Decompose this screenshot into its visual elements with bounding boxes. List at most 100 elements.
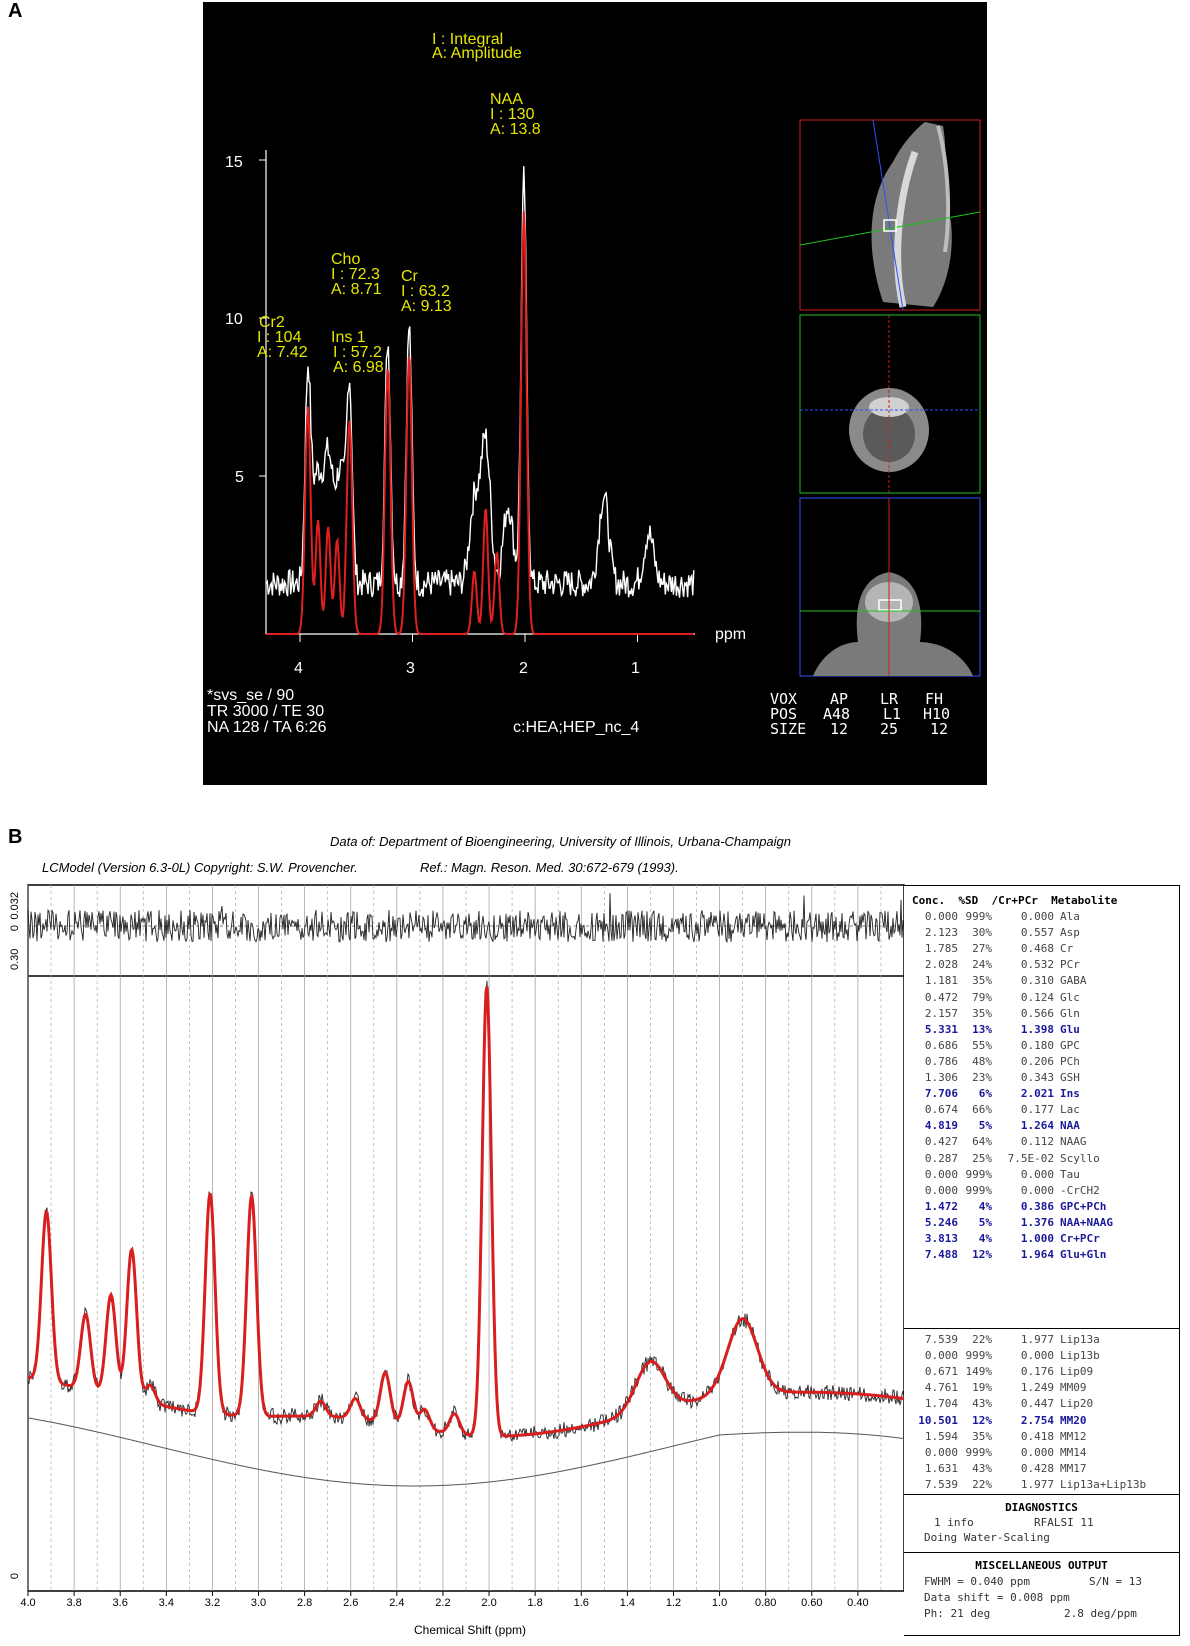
lipid-conc: 10.501 xyxy=(918,1413,958,1427)
x-tick-label: 1.2 xyxy=(666,1597,681,1609)
metabolite-ratio: 1.376 xyxy=(1020,1215,1054,1229)
x-tick-label: 1.0 xyxy=(712,1597,727,1609)
peak-integral-ins1: I : 57.2 xyxy=(333,344,382,361)
metabolite-sd: 23% xyxy=(972,1071,992,1084)
metabolite-ratio: 1.398 xyxy=(1020,1022,1054,1036)
metabolite-name: Lac xyxy=(1060,1103,1080,1117)
metabolite-sd: 13% xyxy=(972,1022,992,1036)
metabolite-conc: 0.427 xyxy=(924,1135,958,1149)
metabolite-name: NAAG xyxy=(1060,1135,1087,1149)
lipid-row: 4.761 19% 1.249 MM09 xyxy=(912,1381,1176,1397)
metabolite-name: Glc xyxy=(1060,990,1080,1004)
metabolite-row: 2.028 24% 0.532 PCr xyxy=(912,958,1176,974)
metabolite-row: 0.000 999% 0.000 Ala xyxy=(912,910,1176,926)
vox-size-label: SIZE xyxy=(770,720,806,738)
lipid-sd: 999% xyxy=(965,1349,993,1363)
misc-phase: Ph: 21 deg xyxy=(924,1607,991,1620)
metabolite-sd: 64% xyxy=(972,1135,992,1149)
lipid-sd: 149% xyxy=(965,1365,993,1379)
metabolite-name: Glu xyxy=(1060,1022,1080,1036)
panel-a-spectrum-plot: I : Integral A: Amplitude 15 10 5 4 3 2 … xyxy=(207,31,981,738)
metabolite-sd: 5% xyxy=(978,1215,992,1229)
metabolite-sd: 999% xyxy=(965,1183,993,1197)
panel-a-x-tick-3: 3 xyxy=(406,660,415,677)
metabolite-sd: 48% xyxy=(972,1054,992,1068)
metabolite-conc: 0.674 xyxy=(924,1103,958,1117)
peak-label-ins1: Ins 1 xyxy=(331,329,366,346)
metabolite-ratio: 0.343 xyxy=(1020,1071,1054,1084)
metabolite-name: -CrCH2 xyxy=(1060,1183,1100,1197)
metabolite-row: 0.686 55% 0.180 GPC xyxy=(912,1039,1176,1055)
metabolite-name: Ala xyxy=(1060,910,1080,923)
peak-label-cr: Cr xyxy=(401,268,419,285)
peak-label-naa: NAA xyxy=(490,91,523,108)
misc-sn: S/N = 13 xyxy=(1089,1575,1142,1588)
x-tick-label: 2.6 xyxy=(343,1597,358,1609)
lipid-ratio: 0.000 xyxy=(1020,1445,1054,1459)
lipid-conc: 7.539 xyxy=(924,1477,958,1491)
metabolite-name: Ins xyxy=(1060,1087,1080,1101)
metabolite-sd: 999% xyxy=(965,910,993,923)
metabolite-sd: 5% xyxy=(978,1119,992,1133)
x-tick-label: 1.6 xyxy=(574,1597,589,1609)
main-axis-zero: 0 xyxy=(9,1573,21,1579)
metabolite-conc: 0.000 xyxy=(924,1183,958,1197)
panel-b-letter: B xyxy=(8,826,23,848)
metabolite-ratio: 0.180 xyxy=(1020,1038,1054,1052)
panel-b-lcmodel-plot: 0.032 0 0.30 0 4.0 3.8 3.6 3.4 3.2 3.0 2.8 2.6 2… xyxy=(9,884,905,1637)
metabolite-name: NAA xyxy=(1060,1119,1080,1133)
metabolite-ratio: 7.5E-02 xyxy=(1007,1151,1054,1165)
panel-a-letter: A xyxy=(8,0,23,22)
metabolite-name: PCh xyxy=(1060,1054,1080,1068)
lipid-name: MM09 xyxy=(1060,1381,1087,1395)
metabolite-name: NAA+NAAG xyxy=(1060,1215,1113,1229)
diagnostics-box: DIAGNOSTICS 1 info RFALSI 11 Doing Water… xyxy=(904,1494,1180,1554)
lipid-ratio: 0.428 xyxy=(1020,1461,1054,1475)
col-sd: %SD xyxy=(958,894,979,907)
legend-amplitude: A: Amplitude xyxy=(432,45,522,62)
metabolite-sd: 24% xyxy=(972,958,992,972)
lipid-conc: 7.539 xyxy=(924,1333,958,1346)
lipid-sd: 22% xyxy=(972,1477,992,1491)
col-conc: Conc. xyxy=(912,894,946,907)
metabolite-sd: 25% xyxy=(972,1151,992,1165)
metabolite-conc: 0.000 xyxy=(924,910,958,923)
metabolite-name: Asp xyxy=(1060,926,1080,940)
metabolite-conc: 4.819 xyxy=(924,1119,958,1133)
lipid-name: Lip13b xyxy=(1060,1349,1100,1363)
metabolite-sd: 35% xyxy=(972,974,992,988)
metabolite-sd: 79% xyxy=(972,990,992,1004)
metabolite-row: 0.287 25% 7.5E-02 Scyllo xyxy=(912,1152,1176,1168)
metabolite-name: PCr xyxy=(1060,958,1080,972)
lipid-name: Lip20 xyxy=(1060,1397,1094,1411)
lipid-name: MM12 xyxy=(1060,1429,1087,1443)
metabolite-row: 0.000 999% 0.000 -CrCH2 xyxy=(912,1184,1176,1200)
lipid-ratio: 0.176 xyxy=(1020,1365,1054,1379)
metabolite-ratio: 0.468 xyxy=(1020,942,1054,956)
metabolite-conc: 0.472 xyxy=(924,990,958,1004)
lipid-name: MM14 xyxy=(1060,1445,1087,1459)
lipid-row: 7.539 22% 1.977 Lip13a+Lip13b xyxy=(912,1478,1176,1494)
protocol-line-2: TR 3000 / TE 30 xyxy=(207,703,324,720)
x-tick-label: 1.4 xyxy=(620,1597,635,1609)
metabolite-ratio: 0.310 xyxy=(1020,974,1054,988)
lipid-ratio: 1.249 xyxy=(1020,1381,1054,1395)
lipid-sd: 999% xyxy=(965,1445,993,1459)
metabolite-row: 5.331 13% 1.398 Glu xyxy=(912,1023,1176,1039)
lipid-conc: 4.761 xyxy=(924,1381,958,1395)
metabolite-ratio: 0.386 xyxy=(1020,1199,1054,1213)
panel-a-x-unit: ppm xyxy=(715,626,746,643)
metabolite-name: GABA xyxy=(1060,974,1087,988)
x-tick-label: 2.8 xyxy=(297,1597,312,1609)
vox-size-ap: 12 xyxy=(830,720,848,738)
metabolite-row: 1.306 23% 0.343 GSH xyxy=(912,1071,1176,1087)
vox-pos-label: POS xyxy=(770,705,797,723)
lipid-row: 0.671 149% 0.176 Lip09 xyxy=(912,1365,1176,1381)
peak-integral-cr: I : 63.2 xyxy=(401,283,450,300)
peak-integral-cr2: I : 104 xyxy=(257,329,302,346)
protocol-line-1: *svs_se / 90 xyxy=(207,687,294,704)
spectrum-panel-a: I : Integral A: Amplitude 15 10 5 4 3 2 … xyxy=(203,2,987,785)
peak-integral-naa: I : 130 xyxy=(490,106,535,123)
metabolite-sd: 55% xyxy=(972,1038,992,1052)
lipid-ratio: 1.977 xyxy=(1020,1477,1054,1491)
